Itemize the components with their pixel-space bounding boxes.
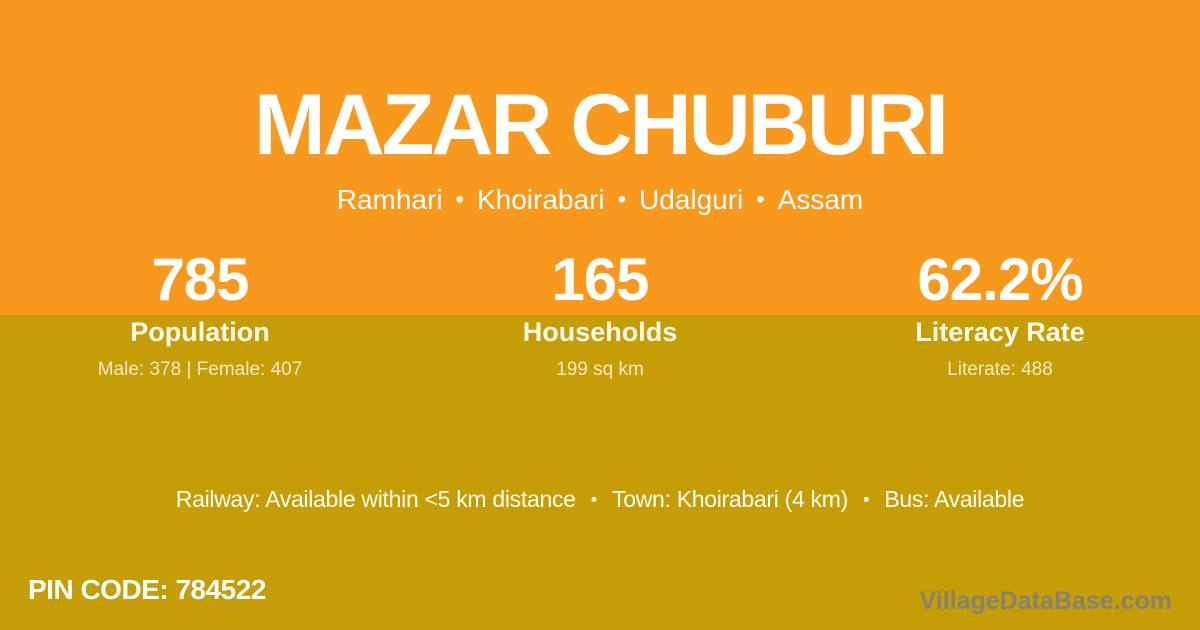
population-label: Population — [130, 317, 270, 347]
watermark-brand: VillageDataBase.com — [919, 587, 1172, 615]
population-detail: Male: 378 | Female: 407 — [97, 359, 303, 380]
breadcrumb-block: Khoirabari — [476, 184, 605, 215]
amenities-separator: • — [590, 490, 598, 511]
amenity-railway: Railway: Available within <5 km distance — [175, 486, 576, 512]
village-title: MAZAR CHUBURI — [254, 77, 949, 173]
stats-section: 785 Population Male: 378 | Female: 407 1… — [0, 246, 1200, 380]
literacy-value: 62.2% — [917, 246, 1083, 313]
top-background — [0, 0, 1200, 315]
literacy-label: Literacy Rate — [915, 317, 1085, 347]
breadcrumb-separator: • — [617, 186, 626, 213]
amenity-town: Town: Khoirabari (4 km) — [612, 486, 848, 512]
population-value: 785 — [151, 246, 249, 313]
breadcrumb: Ramhari • Khoirabari • Udalguri • Assam — [0, 183, 1200, 217]
amenities-line: Railway: Available within <5 km distance… — [0, 486, 1200, 514]
households-label: Households — [522, 317, 678, 347]
breadcrumb-separator: • — [756, 186, 765, 213]
stat-literacy: 62.2% Literacy Rate Literate: 488 — [800, 246, 1200, 380]
breadcrumb-district: Udalguri — [639, 184, 744, 215]
literacy-detail: Literate: 488 — [947, 359, 1053, 380]
breadcrumb-separator: • — [455, 186, 464, 213]
households-value: 165 — [551, 246, 649, 313]
households-detail: 199 sq km — [556, 359, 644, 380]
amenity-bus: Bus: Available — [884, 486, 1025, 512]
breadcrumb-village: Ramhari — [336, 184, 443, 215]
pin-code: PIN CODE: 784522 — [28, 574, 266, 605]
bottom-background — [0, 315, 1200, 630]
amenities-separator: • — [862, 490, 870, 511]
breadcrumb-state: Assam — [777, 184, 864, 215]
stat-population: 785 Population Male: 378 | Female: 407 — [0, 246, 400, 380]
stat-households: 165 Households 199 sq km — [400, 246, 800, 380]
